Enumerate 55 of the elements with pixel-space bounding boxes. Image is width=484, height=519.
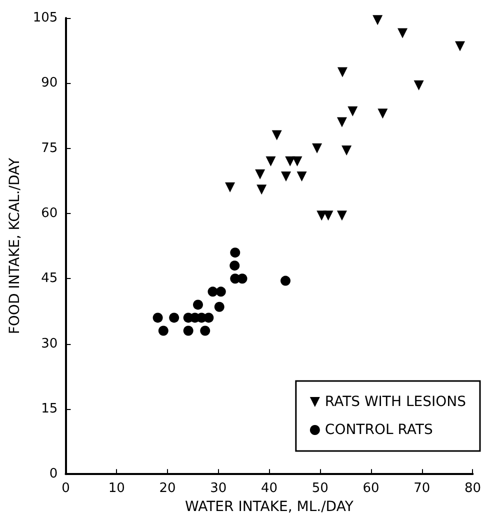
x-tick-label: 20	[159, 481, 176, 496]
point	[214, 302, 224, 312]
x-tick-label: 40	[260, 481, 278, 496]
point	[272, 130, 282, 140]
point	[230, 260, 240, 271]
x-tick-label: 60	[362, 481, 380, 496]
point	[225, 182, 236, 192]
y-tick-label: 75	[41, 140, 58, 156]
point	[256, 184, 267, 195]
point	[152, 312, 163, 323]
y-tick-label: 15	[41, 401, 58, 416]
y-tick-label: 0	[49, 466, 58, 482]
point	[337, 67, 348, 78]
legend-label: RATS WITH LESIONS	[324, 394, 466, 410]
y-tick-label: 30	[41, 336, 58, 352]
x-tick-label: 30	[210, 481, 227, 496]
y-tick-label: 60	[41, 206, 58, 221]
point	[183, 326, 194, 336]
x-tick-label: 50	[312, 481, 328, 496]
point	[280, 276, 290, 286]
point	[414, 80, 424, 90]
point	[169, 312, 180, 323]
point	[266, 156, 276, 166]
point	[237, 274, 248, 284]
x-axis-title: WATER INTAKE, ML./DAY	[185, 499, 354, 515]
x-tick-label: 70	[414, 481, 430, 496]
point	[372, 15, 383, 26]
point	[336, 210, 347, 221]
y-axis-title: FOOD INTAKE, KCAL./DAY	[7, 158, 23, 334]
point	[255, 169, 266, 180]
point	[204, 312, 214, 323]
y-tick-label: 90	[41, 76, 58, 91]
point	[200, 326, 210, 336]
point	[193, 300, 203, 310]
y-tick-label: 45	[41, 271, 58, 286]
y-tick-label: 105	[32, 10, 58, 26]
point	[208, 286, 218, 297]
point	[281, 172, 292, 182]
x-tick-label: 80	[464, 481, 481, 496]
point	[296, 172, 307, 182]
legend-label: CONTROL RATS	[324, 422, 433, 438]
point	[216, 286, 226, 297]
x-tick-label: 10	[108, 481, 125, 496]
point	[342, 145, 352, 156]
point	[348, 106, 358, 116]
point	[230, 248, 240, 258]
point	[398, 28, 408, 38]
point	[378, 108, 388, 119]
point	[336, 117, 347, 128]
point	[158, 326, 168, 336]
point	[312, 143, 322, 154]
point	[292, 156, 302, 166]
x-tick-label: 0	[62, 481, 70, 496]
point	[455, 41, 466, 52]
point	[323, 210, 334, 221]
